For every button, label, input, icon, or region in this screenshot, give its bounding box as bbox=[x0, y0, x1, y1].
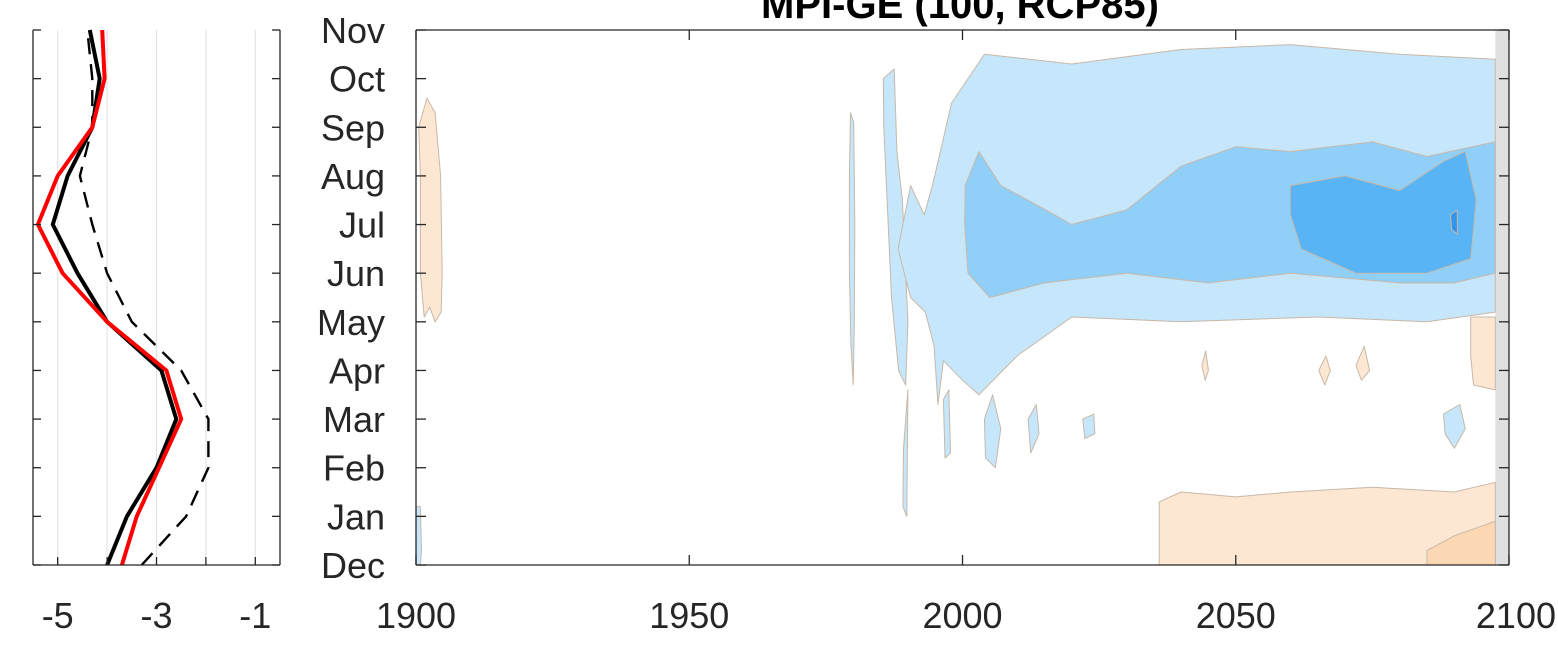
contour-region-blue1 bbox=[902, 389, 909, 517]
y-tick-label: Oct bbox=[329, 59, 385, 100]
series-line-black bbox=[50, 29, 179, 566]
contour-region-blue1 bbox=[882, 68, 909, 386]
contour-region-blue1 bbox=[1027, 404, 1040, 454]
x-tick-label: -3 bbox=[140, 595, 172, 636]
x-tick-label: 2050 bbox=[1196, 595, 1276, 636]
contour-region-blue1 bbox=[415, 506, 422, 566]
contour-region-orange1 bbox=[1470, 316, 1496, 391]
contour-region-orange1 bbox=[1318, 355, 1331, 386]
y-tick-label: Jul bbox=[339, 205, 385, 246]
contour-region-orange1 bbox=[418, 97, 443, 323]
y-tick-label: Jun bbox=[327, 253, 385, 294]
contour-region-blue1 bbox=[1082, 413, 1096, 439]
y-tick-label: Mar bbox=[323, 399, 385, 440]
contour-region-orange1 bbox=[1201, 350, 1209, 381]
y-tick-label: Dec bbox=[321, 545, 385, 586]
series-line-red bbox=[35, 29, 184, 566]
y-tick-label: Aug bbox=[321, 156, 385, 197]
x-tick-label: 1900 bbox=[376, 595, 456, 636]
y-tick-label: May bbox=[317, 302, 385, 343]
contour-region-blue1 bbox=[848, 112, 856, 386]
y-tick-label: Jan bbox=[327, 496, 385, 537]
y-tick-label: Apr bbox=[329, 350, 385, 391]
chart-title: MPI-GE (100, RCP85) bbox=[761, 0, 1159, 27]
x-tick-label: -5 bbox=[42, 595, 74, 636]
missing-data-strip bbox=[1495, 30, 1509, 565]
y-tick-label: Sep bbox=[321, 107, 385, 148]
contour-region-blue1 bbox=[983, 394, 1002, 469]
y-tick-label: Nov bbox=[321, 10, 385, 51]
contour-region-blue1 bbox=[942, 389, 951, 459]
contour-region-blue3 bbox=[1289, 151, 1477, 274]
y-tick-label: Feb bbox=[323, 448, 385, 489]
x-tick-label: -1 bbox=[239, 595, 271, 636]
contour-region-blue4 bbox=[1450, 209, 1459, 235]
main-contour-panel: Dec Jan Feb Mar Apr May Jun Jul Aug Sep Oct Nov 1900… bbox=[317, 10, 1556, 636]
left-profile-panel: -5 -3 -1 bbox=[32, 29, 281, 636]
x-tick-label: 2100 bbox=[1476, 595, 1556, 636]
contour-region-orange1 bbox=[1355, 345, 1371, 381]
x-tick-label: 2000 bbox=[922, 595, 1002, 636]
contour-region-blue1 bbox=[1442, 404, 1466, 449]
contour-region-orange2 bbox=[1426, 520, 1496, 566]
x-tick-label: 1950 bbox=[649, 595, 729, 636]
